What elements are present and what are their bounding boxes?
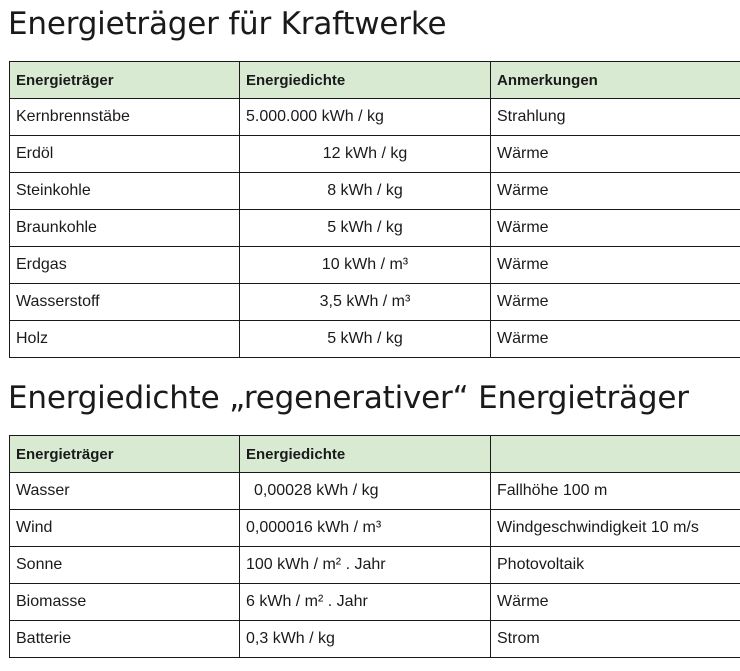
cell-energietraeger: Biomasse bbox=[9, 583, 240, 621]
cell-anmerkung: Strom bbox=[490, 620, 740, 658]
cell-anmerkung: Wärme bbox=[490, 246, 740, 284]
cell-energietraeger: Wasserstoff bbox=[9, 283, 240, 321]
column-header-empty bbox=[490, 435, 740, 473]
cell-energiedichte: 8 kWh / kg bbox=[239, 172, 491, 210]
table-row: Braunkohle 5 kWh / kg Wärme bbox=[9, 209, 740, 247]
cell-energiedichte: 100 kWh / m² . Jahr bbox=[239, 546, 491, 584]
table-header-row: Energieträger Energiedichte bbox=[9, 435, 740, 473]
cell-anmerkung: Wärme bbox=[490, 283, 740, 321]
table-row: Kernbrennstäbe 5.000.000 kWh / kg Strahl… bbox=[9, 98, 740, 136]
cell-energiedichte: 12 kWh / kg bbox=[239, 135, 491, 173]
table-row: Biomasse 6 kWh / m² . Jahr Wärme bbox=[9, 583, 740, 621]
table-row: Holz 5 kWh / kg Wärme bbox=[9, 320, 740, 358]
cell-energiedichte: 10 kWh / m³ bbox=[239, 246, 491, 284]
table-row: Erdgas 10 kWh / m³ Wärme bbox=[9, 246, 740, 284]
cell-energietraeger: Braunkohle bbox=[9, 209, 240, 247]
table-regenerativ: Energieträger Energiedichte Wasser 0,000… bbox=[9, 435, 740, 658]
section-title-regenerativ: Energiedichte „regenerativer“ Energieträ… bbox=[8, 380, 689, 416]
table-header-row: Energieträger Energiedichte Anmerkungen bbox=[9, 61, 740, 99]
cell-energiedichte: 5 kWh / kg bbox=[239, 320, 491, 358]
cell-anmerkung: Strahlung bbox=[490, 98, 740, 136]
cell-energiedichte: 6 kWh / m² . Jahr bbox=[239, 583, 491, 621]
section-title-kraftwerke: Energieträger für Kraftwerke bbox=[8, 6, 447, 42]
column-header-energiedichte: Energiedichte bbox=[239, 435, 491, 473]
column-header-energietraeger: Energieträger bbox=[9, 435, 240, 473]
cell-energietraeger: Kernbrennstäbe bbox=[9, 98, 240, 136]
cell-energietraeger: Erdöl bbox=[9, 135, 240, 173]
cell-anmerkung: Wärme bbox=[490, 320, 740, 358]
cell-anmerkung: Wärme bbox=[490, 583, 740, 621]
table-row: Wind 0,000016 kWh / m³ Windgeschwindigke… bbox=[9, 509, 740, 547]
cell-energiedichte: 5.000.000 kWh / kg bbox=[239, 98, 491, 136]
cell-energietraeger: Sonne bbox=[9, 546, 240, 584]
table-row: Wasser 0,00028 kWh / kg Fallhöhe 100 m bbox=[9, 472, 740, 510]
cell-energietraeger: Erdgas bbox=[9, 246, 240, 284]
table-row: Steinkohle 8 kWh / kg Wärme bbox=[9, 172, 740, 210]
cell-anmerkung: Photovoltaik bbox=[490, 546, 740, 584]
cell-energiedichte: 0,3 kWh / kg bbox=[239, 620, 491, 658]
cell-anmerkung: Wärme bbox=[490, 172, 740, 210]
table-kraftwerke: Energieträger Energiedichte Anmerkungen … bbox=[9, 61, 740, 358]
cell-anmerkung: Wärme bbox=[490, 209, 740, 247]
table-row: Wasserstoff 3,5 kWh / m³ Wärme bbox=[9, 283, 740, 321]
table-row: Sonne 100 kWh / m² . Jahr Photovoltaik bbox=[9, 546, 740, 584]
cell-energiedichte: 3,5 kWh / m³ bbox=[239, 283, 491, 321]
cell-energiedichte: 0,000016 kWh / m³ bbox=[239, 509, 491, 547]
cell-anmerkung: Windgeschwindigkeit 10 m/s bbox=[490, 509, 740, 547]
cell-energiedichte: 5 kWh / kg bbox=[239, 209, 491, 247]
cell-energiedichte: 0,00028 kWh / kg bbox=[239, 472, 491, 510]
column-header-energietraeger: Energieträger bbox=[9, 61, 240, 99]
cell-anmerkung: Wärme bbox=[490, 135, 740, 173]
cell-energietraeger: Batterie bbox=[9, 620, 240, 658]
cell-energietraeger: Holz bbox=[9, 320, 240, 358]
cell-energietraeger: Wasser bbox=[9, 472, 240, 510]
column-header-energiedichte: Energiedichte bbox=[239, 61, 491, 99]
cell-anmerkung: Fallhöhe 100 m bbox=[490, 472, 740, 510]
table-row: Erdöl 12 kWh / kg Wärme bbox=[9, 135, 740, 173]
cell-energietraeger: Wind bbox=[9, 509, 240, 547]
column-header-anmerkungen: Anmerkungen bbox=[490, 61, 740, 99]
cell-energietraeger: Steinkohle bbox=[9, 172, 240, 210]
table-row: Batterie 0,3 kWh / kg Strom bbox=[9, 620, 740, 658]
